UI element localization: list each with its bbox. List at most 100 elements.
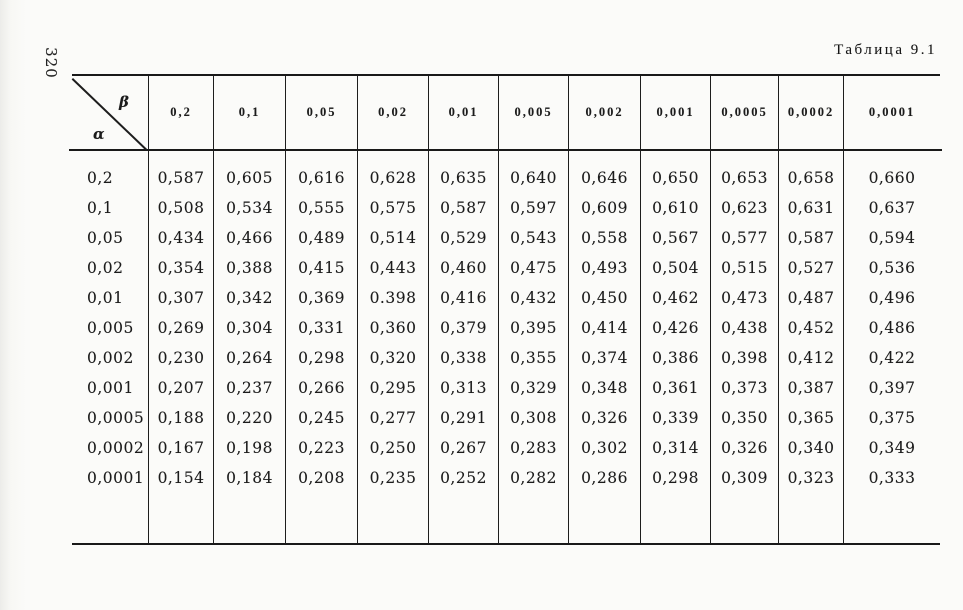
table-value-r8-c5: 0,308 [498, 403, 568, 433]
table-value-r0-c6: 0,646 [568, 163, 640, 193]
table-value-r10-c2: 0,208 [285, 463, 357, 493]
table-value-r4-c0: 0,307 [148, 283, 213, 313]
row-label-0,002-text: 0,002 [87, 349, 134, 367]
spacer-cell [72, 149, 148, 163]
table-value-r2-c9: 0,587 [778, 223, 843, 253]
table-value-r10-c2-text: 0,208 [298, 469, 345, 487]
table-value-r2-c0-text: 0,434 [157, 229, 205, 247]
table-value-r3-c10: 0,536 [843, 253, 940, 283]
row-label-0,0005: 0,0005 [72, 403, 148, 433]
table-value-r2-c4-text: 0,529 [440, 229, 487, 247]
table-value-r10-c9-text: 0,323 [787, 469, 835, 487]
table-value-r8-c9-text: 0,365 [787, 409, 835, 427]
filler-cell [72, 493, 148, 543]
table-value-r6-c10: 0,422 [843, 343, 940, 373]
col-header-0,005-text: 0,005 [514, 105, 553, 119]
col-header-0,05: 0,05 [285, 76, 357, 149]
table-value-r8-c0-text: 0,188 [157, 409, 205, 427]
table-value-r1-c2-text: 0,555 [298, 199, 345, 217]
table-value-r9-c0-text: 0,167 [157, 439, 205, 457]
table-value-r9-c5-text: 0,283 [510, 439, 557, 457]
table-value-r1-c3: 0,575 [357, 193, 428, 223]
table-value-r6-c9: 0,412 [778, 343, 843, 373]
table-value-r4-c0-text: 0,307 [157, 289, 205, 307]
table-value-r6-c8: 0,398 [710, 343, 778, 373]
table-value-r8-c3-text: 0,277 [369, 409, 417, 427]
row-label-0,05: 0,05 [72, 223, 148, 253]
table-value-r8-c4-text: 0,291 [440, 409, 487, 427]
table-value-r2-c1-text: 0,466 [226, 229, 273, 247]
table-value-r0-c6-text: 0,646 [581, 169, 628, 187]
table-value-r0-c9: 0,658 [778, 163, 843, 193]
col-header-0,001: 0,001 [640, 76, 710, 149]
table-value-r8-c2-text: 0,245 [298, 409, 345, 427]
table-value-r0-c3: 0,628 [357, 163, 428, 193]
table-value-r0-c3-text: 0,628 [369, 169, 417, 187]
table-value-r2-c6-text: 0,558 [581, 229, 628, 247]
table-value-r10-c6-text: 0,286 [581, 469, 628, 487]
table-value-r6-c7-text: 0,386 [652, 349, 699, 367]
row-label-0,005-text: 0,005 [87, 319, 134, 337]
table-value-r6-c0: 0,230 [148, 343, 213, 373]
table-value-r10-c5: 0,282 [498, 463, 568, 493]
spacer-cell [148, 149, 213, 163]
col-header-0,01: 0,01 [428, 76, 498, 149]
table-value-r2-c1: 0,466 [213, 223, 285, 253]
table-value-r2-c4: 0,529 [428, 223, 498, 253]
table-value-r9-c6: 0,302 [568, 433, 640, 463]
row-label-0,0005-text: 0,0005 [87, 409, 145, 427]
table-value-r3-c8-text: 0,515 [721, 259, 768, 277]
table-value-r3-c9: 0,527 [778, 253, 843, 283]
table-value-r9-c3: 0,250 [357, 433, 428, 463]
page-number: 320 [42, 47, 60, 79]
table-value-r10-c5-text: 0,282 [510, 469, 557, 487]
col-header-0,05-text: 0,05 [306, 105, 337, 119]
table-value-r3-c0-text: 0,354 [157, 259, 205, 277]
col-header-0,005: 0,005 [498, 76, 568, 149]
spacer-cell [428, 149, 498, 163]
row-label-0,05-text: 0,05 [87, 229, 124, 247]
table-value-r4-c5: 0,432 [498, 283, 568, 313]
table-value-r6-c1: 0,264 [213, 343, 285, 373]
table-value-r6-c3: 0,320 [357, 343, 428, 373]
table-value-r1-c8: 0,623 [710, 193, 778, 223]
table-value-r2-c5-text: 0,543 [510, 229, 557, 247]
table-value-r1-c6-text: 0,609 [581, 199, 628, 217]
table-value-r4-c5-text: 0,432 [510, 289, 557, 307]
table-value-r10-c8-text: 0,309 [721, 469, 768, 487]
table-value-r7-c0-text: 0,207 [157, 379, 205, 397]
filler-cell [710, 493, 778, 543]
table-value-r1-c10-text: 0,637 [868, 199, 916, 217]
table-value-r5-c6-text: 0,414 [581, 319, 628, 337]
table-value-r1-c7-text: 0,610 [652, 199, 699, 217]
filler-cell [148, 493, 213, 543]
table-value-r5-c2: 0,331 [285, 313, 357, 343]
table-value-r1-c5: 0,597 [498, 193, 568, 223]
table-value-r9-c10-text: 0,349 [868, 439, 916, 457]
statistical-table: β α 0,2 0,1 0,05 0,02 0,01 0,005 0,002 0,001 0,000… [69, 74, 942, 545]
table-value-r10-c4: 0,252 [428, 463, 498, 493]
table-value-r1-c4: 0,587 [428, 193, 498, 223]
table-value-r5-c5-text: 0,395 [510, 319, 557, 337]
table-value-r9-c2: 0,223 [285, 433, 357, 463]
table-value-r8-c1: 0,220 [213, 403, 285, 433]
col-header-0,0001: 0,0001 [843, 76, 940, 149]
table-value-r2-c8-text: 0,577 [721, 229, 768, 247]
table-value-r8-c10-text: 0,375 [868, 409, 916, 427]
header-separator-rule [69, 149, 942, 151]
table-value-r1-c1-text: 0,534 [226, 199, 273, 217]
spacer-cell [640, 149, 710, 163]
table-value-r5-c7-text: 0,426 [652, 319, 699, 337]
table-value-r9-c1-text: 0,198 [226, 439, 273, 457]
row-label-0,005: 0,005 [72, 313, 148, 343]
table-value-r10-c8: 0,309 [710, 463, 778, 493]
table-value-r6-c2: 0,298 [285, 343, 357, 373]
col-header-0,2: 0,2 [148, 76, 213, 149]
filler-cell [498, 493, 568, 543]
table-value-r1-c2: 0,555 [285, 193, 357, 223]
table-value-r6-c4-text: 0,338 [440, 349, 487, 367]
table-value-r2-c9-text: 0,587 [787, 229, 835, 247]
table-value-r4-c10: 0,496 [843, 283, 940, 313]
table-value-r8-c8-text: 0,350 [721, 409, 768, 427]
